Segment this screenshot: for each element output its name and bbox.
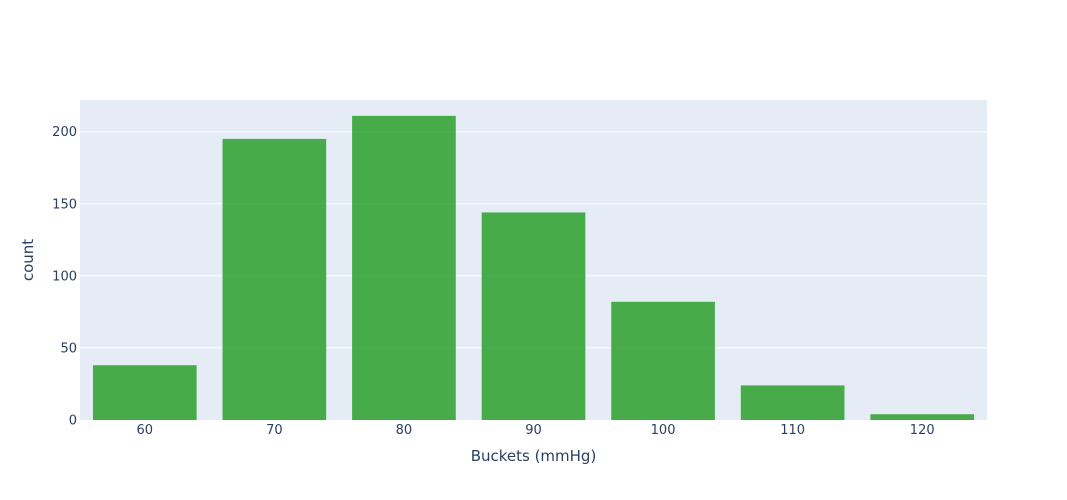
x-tick-label: 90 — [525, 423, 542, 438]
x-axis-title: Buckets (mmHg) — [471, 447, 597, 465]
x-tick-label: 110 — [780, 423, 805, 438]
bar-110[interactable] — [740, 385, 845, 420]
x-tick-labels: 60 70 80 90 100 110 120 — [137, 423, 935, 438]
y-tick-labels: 0 50 100 150 200 — [52, 125, 77, 428]
y-axis-title: count — [19, 239, 37, 281]
x-tick-label: 60 — [137, 423, 154, 438]
x-tick-label: 80 — [396, 423, 413, 438]
bar-80[interactable] — [352, 115, 456, 420]
y-tick-label: 0 — [69, 414, 77, 429]
bar-90[interactable] — [481, 212, 586, 420]
y-tick-label: 50 — [60, 341, 77, 356]
bars — [92, 115, 975, 420]
bar-120[interactable] — [870, 414, 975, 420]
x-tick-label: 70 — [266, 423, 283, 438]
bar-60[interactable] — [92, 365, 197, 420]
y-tick-label: 150 — [52, 197, 77, 212]
bar-70[interactable] — [222, 138, 327, 420]
bar-100[interactable] — [611, 301, 715, 420]
y-tick-label: 200 — [52, 125, 77, 140]
y-tick-label: 100 — [52, 269, 77, 284]
x-tick-label: 100 — [651, 423, 676, 438]
x-tick-label: 120 — [910, 423, 935, 438]
